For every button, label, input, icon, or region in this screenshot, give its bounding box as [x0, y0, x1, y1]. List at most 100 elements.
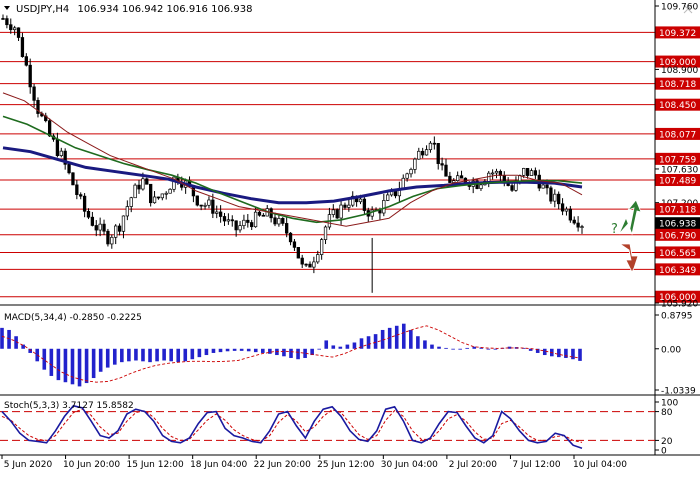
candle-body [90, 216, 95, 226]
level-price-label: 108.718 [659, 80, 696, 90]
candle-body [351, 195, 355, 206]
candle-body [421, 150, 425, 156]
candle-body [149, 183, 153, 204]
macd-bar [557, 348, 561, 358]
macd-bar [98, 348, 103, 372]
price-panel-background [0, 0, 655, 305]
candle-body [156, 196, 161, 199]
macd-bar [14, 336, 18, 349]
macd-bar [289, 348, 293, 358]
candle-body [335, 209, 339, 219]
macd-bar [571, 348, 575, 360]
level-price-tag [655, 228, 700, 241]
macd-bar [451, 348, 455, 350]
stoch-tick-label: 0 [661, 447, 667, 457]
candle-body [218, 211, 223, 217]
macd-bar [155, 348, 159, 362]
macd-bar [7, 329, 11, 349]
candle-body [331, 209, 335, 215]
time-tick-label: 18 Jun 04:00 [190, 460, 247, 470]
macd-bar [246, 348, 251, 352]
macd-bar [162, 348, 166, 361]
macd-bar [416, 336, 420, 349]
candle-body [339, 204, 343, 219]
macd-bar [472, 346, 477, 349]
candle-body [316, 254, 320, 263]
macd-bar [282, 348, 286, 357]
candle-body [114, 225, 118, 238]
level-price-label: 108.077 [659, 130, 696, 140]
macd-bar [225, 348, 230, 352]
price-tick-label: 108.900 [661, 66, 698, 76]
candle-body [549, 187, 553, 202]
candle-body [125, 206, 129, 217]
level-price-tag [655, 246, 700, 259]
macd-tick-label: -1.0339 [661, 387, 696, 397]
price-tick-label: 107.630 [661, 165, 698, 175]
level-price-label: 106.565 [659, 249, 696, 259]
candle-body [257, 211, 262, 216]
level-price-label: 109.372 [659, 29, 696, 39]
candle-body [444, 164, 448, 177]
macd-bar [423, 340, 427, 349]
candle-body [211, 199, 215, 214]
stoch-tick-label: 20 [661, 437, 673, 447]
candle-body [362, 198, 367, 211]
candle-body [16, 27, 21, 38]
macd-axis: 0.8795 0.00 -1.0339 [655, 312, 696, 397]
candle-body [222, 216, 227, 222]
candle-body [580, 226, 584, 228]
candle-body [137, 184, 141, 190]
level-price-tag [655, 203, 700, 216]
macd-bar [521, 347, 526, 349]
candle-body [564, 208, 569, 212]
macd-bar [176, 348, 181, 363]
candle-body [261, 214, 266, 217]
macd-panel: MACD(5,34,4) -0.2850 -0.2225 0.8795 0.00 -… [0, 312, 696, 397]
macd-bar [197, 348, 202, 358]
forecast-question-mark: ? [611, 222, 618, 237]
macd-bar [394, 325, 399, 349]
macd-bar [49, 348, 54, 376]
candle-body [456, 175, 460, 182]
macd-bar [310, 348, 314, 356]
candle-body [168, 188, 172, 194]
candle-body [5, 18, 9, 26]
macd-bar [70, 348, 75, 385]
macd-bar [42, 348, 47, 370]
stoch-tick-label: 80 [661, 408, 673, 418]
macd-bar [338, 346, 343, 349]
level-price-label: 106.349 [659, 266, 696, 276]
candle-body [106, 230, 110, 245]
macd-bar [204, 348, 209, 356]
candle-body [529, 170, 534, 176]
candle-body [533, 170, 538, 176]
current-price-label: 106.938 [659, 220, 696, 230]
candle-body [13, 27, 17, 31]
candle-body [172, 176, 176, 190]
candle-body [288, 232, 293, 243]
level-price-tag [655, 55, 700, 68]
candle-body [401, 177, 405, 189]
macd-bar [345, 344, 350, 349]
candle-body [234, 220, 238, 231]
close-icon[interactable] [683, 4, 693, 14]
candle-body [409, 169, 413, 175]
macd-bar [479, 347, 484, 349]
candle-body [545, 184, 549, 189]
candle-body [32, 86, 36, 101]
macd-bar [112, 348, 117, 365]
level-price-label: 107.759 [659, 155, 696, 165]
level-price-label: 107.118 [659, 206, 696, 216]
level-price-label: 107.489 [659, 177, 696, 187]
symbol-timeframe: USDJPY,H4 [16, 4, 69, 15]
candle-body [285, 223, 289, 234]
stoch-main-line [1, 404, 583, 449]
candle-body [47, 120, 52, 137]
dropdown-triangle-icon[interactable] [4, 6, 10, 10]
macd-bar [493, 348, 498, 350]
candle-body [94, 225, 98, 231]
macd-histogram [0, 323, 582, 387]
time-tick-label: 15 Jun 12:00 [127, 460, 184, 470]
